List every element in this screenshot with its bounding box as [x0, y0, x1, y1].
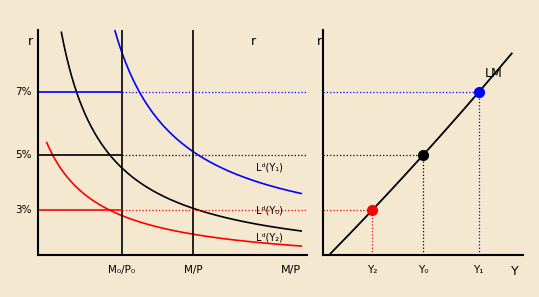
Text: Y: Y	[511, 266, 519, 279]
Text: M/P: M/P	[184, 266, 203, 275]
Text: r: r	[316, 35, 322, 48]
Text: M₀/P₀: M₀/P₀	[108, 266, 135, 275]
Text: Y₁: Y₁	[473, 266, 484, 275]
Text: Lᵈ(Y₀): Lᵈ(Y₀)	[257, 205, 283, 215]
Text: LM: LM	[485, 67, 503, 80]
Text: M/P: M/P	[281, 266, 301, 275]
Text: 7%: 7%	[15, 87, 32, 97]
Text: Lᵈ(Y₁): Lᵈ(Y₁)	[257, 163, 283, 173]
Text: Y₀: Y₀	[418, 266, 429, 275]
Text: Lᵈ(Y₂): Lᵈ(Y₂)	[257, 233, 283, 243]
Text: r: r	[27, 35, 33, 48]
Text: 5%: 5%	[15, 150, 32, 160]
Text: r: r	[251, 35, 256, 48]
Text: 3%: 3%	[15, 205, 32, 215]
Text: Y₂: Y₂	[367, 266, 377, 275]
